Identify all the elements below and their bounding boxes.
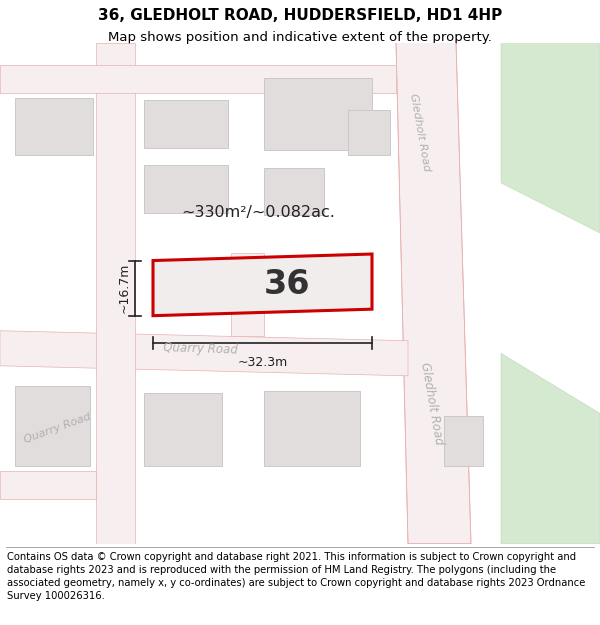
Bar: [264, 78, 372, 150]
Text: Contains OS data © Crown copyright and database right 2021. This information is : Contains OS data © Crown copyright and d…: [7, 552, 586, 601]
Text: 36, GLEDHOLT ROAD, HUDDERSFIELD, HD1 4HP: 36, GLEDHOLT ROAD, HUDDERSFIELD, HD1 4HP: [98, 9, 502, 24]
Bar: [264, 391, 360, 466]
Polygon shape: [0, 65, 396, 92]
Polygon shape: [0, 471, 96, 499]
Polygon shape: [0, 331, 408, 376]
Text: Quarry Road: Quarry Road: [22, 412, 92, 445]
Text: ~330m²/~0.082ac.: ~330m²/~0.082ac.: [181, 206, 335, 221]
Polygon shape: [96, 42, 135, 544]
Text: ~16.7m: ~16.7m: [118, 263, 131, 313]
Text: Gledholt Road: Gledholt Road: [408, 93, 432, 172]
Bar: [144, 165, 228, 213]
Polygon shape: [231, 253, 264, 336]
Polygon shape: [153, 254, 372, 316]
Bar: [444, 416, 483, 466]
Polygon shape: [501, 42, 600, 233]
Text: Map shows position and indicative extent of the property.: Map shows position and indicative extent…: [108, 31, 492, 44]
Text: ~32.3m: ~32.3m: [238, 356, 287, 369]
Text: Gledholt Road: Gledholt Road: [418, 361, 446, 446]
Bar: [15, 386, 90, 466]
Text: 36: 36: [263, 268, 310, 301]
Bar: [348, 110, 390, 155]
Polygon shape: [396, 42, 471, 544]
Polygon shape: [501, 353, 600, 544]
Text: Quarry Road: Quarry Road: [163, 341, 239, 357]
Bar: [144, 100, 228, 148]
Bar: [144, 393, 222, 466]
Bar: [264, 168, 324, 216]
Bar: [15, 98, 93, 155]
